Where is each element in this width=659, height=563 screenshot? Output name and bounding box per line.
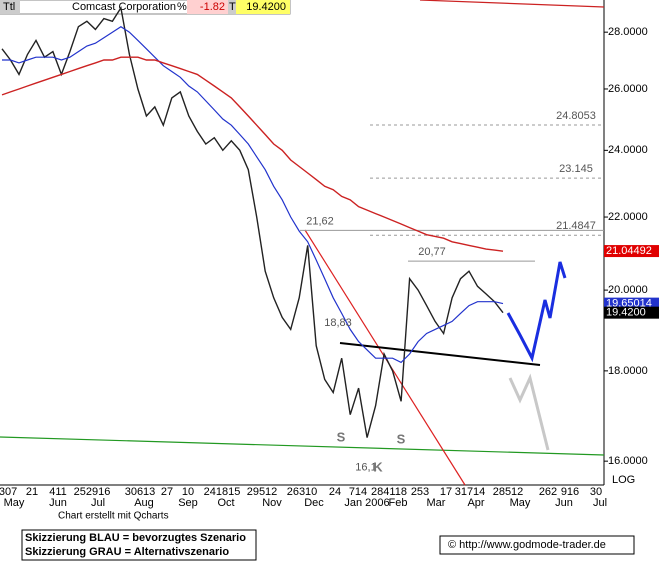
x-tick-label: 262	[539, 486, 557, 498]
x-tick-label: 17	[440, 486, 452, 498]
x-tick-label: 24	[329, 486, 341, 498]
header-change-label: %	[177, 1, 187, 13]
x-month-label: Jul	[593, 497, 607, 509]
y-tick-label: 26.0000	[608, 83, 648, 95]
price-flag	[604, 297, 659, 310]
y-tick-label: 22.0000	[608, 211, 648, 223]
x-month-label: Jan 2006	[344, 497, 389, 509]
y-tick-label: 16.0000	[608, 455, 648, 467]
scenario-blue	[506, 261, 567, 363]
level-label: 23.145	[559, 163, 593, 175]
source: © http://www.godmode-trader.de	[448, 539, 606, 551]
header-cell	[187, 0, 228, 14]
note: Skizzierung GRAU = Alternativszenario	[25, 546, 229, 558]
price-annotation: 18,83	[324, 317, 352, 329]
x-tick-label: 27	[161, 486, 173, 498]
trend-line	[304, 229, 466, 486]
x-month-label: Dec	[304, 497, 324, 509]
x-tick-label: 29512	[247, 486, 278, 498]
y-tick-label: 28.0000	[608, 26, 648, 38]
support-line	[0, 436, 605, 456]
header-last: 19.4200	[246, 1, 286, 13]
x-tick-label: 253	[411, 486, 429, 498]
x-tick-label: 284118	[371, 486, 407, 498]
header-last-label: T	[229, 1, 236, 13]
x-tick-label: 252916	[74, 486, 111, 498]
level-label: 21.4847	[556, 220, 596, 232]
level-label: 24.8053	[556, 110, 596, 122]
long-ma-line	[419, 0, 605, 8]
y-tick-label: 20.0000	[608, 284, 648, 296]
scale-label: LOG	[612, 474, 635, 486]
x-month-label: Nov	[262, 497, 282, 509]
notes-box	[21, 529, 257, 561]
x-month-label: Sep	[178, 497, 198, 509]
x-month-label: Jun	[555, 497, 573, 509]
x-tick-label: 30613	[125, 486, 156, 498]
x-month-label: May	[4, 497, 25, 509]
x-month-label: Feb	[389, 497, 408, 509]
y-tick-label: 18.0000	[608, 365, 648, 377]
x-tick-label: 21	[26, 486, 38, 498]
price-flag	[604, 306, 659, 319]
series-line	[2, 25, 504, 364]
x-month-label: Jul	[91, 497, 105, 509]
price-flag-label: 19.4200	[606, 307, 646, 319]
x-tick-label: 30	[590, 486, 602, 498]
x-tick-label: 10	[182, 486, 194, 498]
header-symbol: Ttl	[3, 1, 15, 13]
x-month-label: Aug	[134, 497, 154, 509]
x-tick-label: 916	[561, 486, 579, 498]
price-flag-label: 21.04492	[606, 245, 652, 257]
x-month-label: May	[510, 497, 531, 509]
header-change: -1.82	[200, 1, 225, 13]
x-tick-label: 411	[49, 486, 67, 498]
x-tick-label: 28512	[493, 486, 524, 498]
x-tick-label: 31714	[455, 486, 486, 498]
pattern-mark: K	[373, 459, 383, 474]
header-cell	[236, 0, 290, 14]
x-tick-label: 307	[0, 486, 17, 498]
note: Skizzierung BLAU = bevorzugtes Szenario	[25, 532, 246, 544]
pattern-mark: S	[337, 429, 346, 444]
x-tick-label: 26310	[287, 486, 318, 498]
series-line	[1, 56, 504, 252]
x-month-label: Oct	[217, 497, 234, 509]
pattern-mark: S	[397, 431, 406, 446]
level-label: 21,62	[306, 215, 334, 227]
x-tick-label: 714	[349, 486, 367, 498]
x-month-label: Apr	[467, 497, 484, 509]
series-line	[1, 6, 504, 438]
x-month-label: Mar	[427, 497, 446, 509]
y-tick-label: 24.0000	[608, 144, 648, 156]
neckline	[339, 342, 541, 366]
x-month-label: Jun	[49, 497, 67, 509]
level-label: 20,77	[418, 246, 446, 258]
header-cell	[0, 0, 20, 14]
header-cell	[228, 0, 236, 14]
price-annotation: 16,1	[355, 461, 376, 473]
source-box	[439, 535, 635, 555]
x-tick-label: 241815	[204, 486, 241, 498]
price-flag	[604, 245, 659, 258]
header-name: Comcast Corporation	[72, 1, 176, 13]
scenario-gray	[508, 373, 550, 451]
credit: Chart erstellt mit Qcharts	[58, 511, 169, 522]
price-flag-label: 19.65014	[606, 298, 652, 310]
